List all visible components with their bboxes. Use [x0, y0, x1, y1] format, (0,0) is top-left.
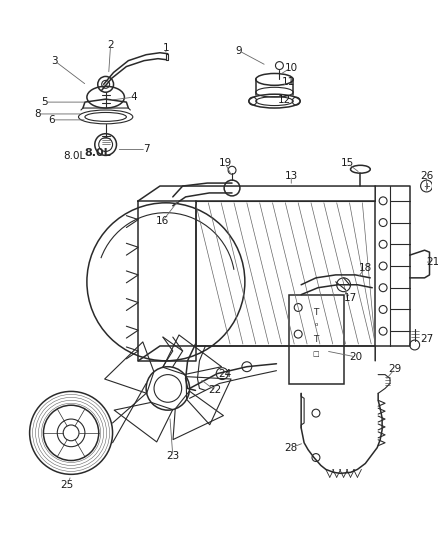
Text: 1: 1 [162, 43, 169, 53]
Text: 19: 19 [219, 158, 232, 168]
Text: 11: 11 [282, 77, 295, 87]
Text: 6: 6 [48, 115, 55, 125]
Text: 18: 18 [359, 263, 372, 273]
Text: +: + [423, 182, 430, 190]
Text: 15: 15 [341, 158, 354, 168]
Bar [290, 295, 343, 384]
Text: 16: 16 [156, 215, 170, 225]
Text: 10: 10 [285, 62, 298, 72]
Text: 2: 2 [107, 40, 114, 50]
Text: 4: 4 [130, 92, 137, 102]
Bar [195, 201, 375, 346]
Text: 21: 21 [426, 257, 438, 267]
Text: 22: 22 [208, 385, 222, 395]
Text: 9: 9 [236, 46, 242, 56]
Text: □: □ [313, 351, 319, 357]
Text: 23: 23 [166, 450, 180, 461]
Text: 28: 28 [285, 443, 298, 453]
Text: 20: 20 [349, 352, 362, 362]
Text: 12: 12 [278, 95, 291, 105]
Text: 3: 3 [51, 55, 58, 66]
Text: 25: 25 [60, 480, 74, 490]
Text: 5: 5 [41, 97, 48, 107]
Text: 17: 17 [344, 293, 357, 303]
Text: 8: 8 [34, 109, 41, 119]
Text: T: T [313, 308, 319, 317]
Text: 26: 26 [420, 171, 433, 181]
Text: 7: 7 [143, 144, 149, 155]
Text: 13: 13 [285, 171, 298, 181]
Text: T: T [313, 335, 319, 344]
Text: 24: 24 [219, 369, 232, 378]
Text: 8.0L: 8.0L [84, 149, 110, 158]
Text: 29: 29 [389, 364, 402, 374]
Text: o: o [314, 322, 318, 327]
Text: 8.0L: 8.0L [63, 151, 85, 161]
Text: 27: 27 [420, 334, 433, 344]
